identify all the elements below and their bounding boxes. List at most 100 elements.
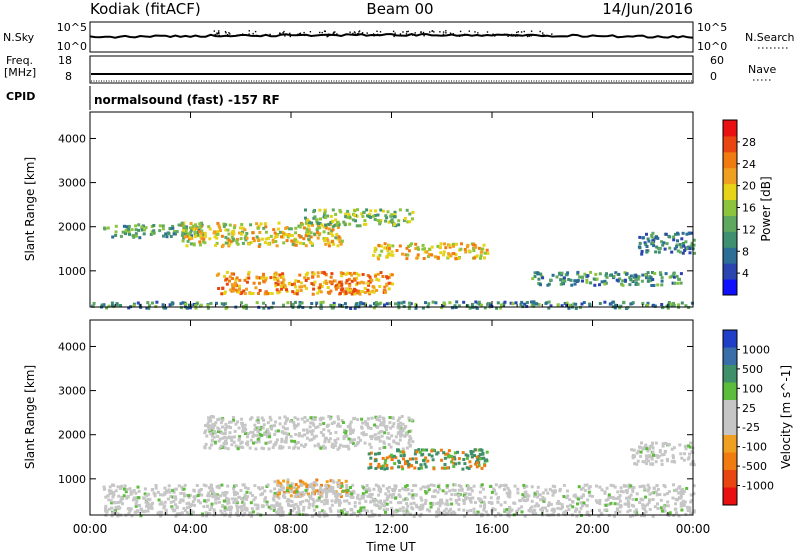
echo-cell — [479, 256, 482, 260]
echo-cell — [419, 506, 423, 510]
echo-cell — [536, 485, 540, 489]
echo-cell — [112, 510, 116, 514]
echo-cell — [394, 510, 398, 514]
echo-cell — [241, 429, 245, 433]
echo-cell — [127, 511, 131, 515]
echo-cell — [685, 247, 689, 251]
echo-cell — [216, 232, 220, 236]
echo-cell — [604, 503, 608, 507]
echo-cell — [363, 223, 367, 226]
echo-cell — [180, 221, 184, 225]
echo-cell — [366, 281, 370, 285]
echo-cell — [258, 289, 262, 292]
echo-cell — [409, 437, 413, 440]
echo-cell — [598, 283, 601, 287]
echo-cell — [299, 495, 303, 499]
echo-cell — [329, 488, 333, 492]
echo-cell — [621, 490, 625, 494]
echo-cell — [644, 243, 648, 247]
echo-cell — [273, 424, 277, 428]
echo-cell — [155, 300, 159, 304]
echo-cell — [235, 492, 239, 495]
echo-cell — [206, 494, 210, 498]
echo-cell — [376, 219, 380, 223]
echo-cell — [535, 502, 539, 506]
echo-cell — [229, 288, 233, 292]
echo-cell — [420, 466, 424, 470]
echo-cell — [660, 279, 664, 283]
echo-cell — [401, 427, 405, 431]
echo-cell — [165, 490, 168, 494]
echo-cell — [466, 304, 470, 308]
echo-cell — [321, 300, 325, 304]
echo-cell — [311, 274, 315, 278]
echo-cell — [411, 440, 415, 444]
echo-cell — [583, 489, 587, 492]
echo-cell — [509, 301, 513, 305]
nsearch-point — [399, 33, 402, 35]
echo-cell — [117, 494, 121, 498]
nsearch-point — [528, 35, 530, 37]
echo-cell — [470, 489, 474, 493]
echo-cell — [277, 221, 281, 225]
echo-cell — [613, 502, 617, 506]
echo-cell — [360, 417, 364, 421]
echo-cell — [403, 217, 407, 220]
echo-cell — [444, 511, 448, 515]
echo-cell — [351, 496, 355, 499]
nave-tick-top: 60 — [710, 54, 724, 67]
echo-cell — [313, 280, 317, 284]
echo-cell — [186, 506, 189, 510]
echo-cell — [383, 445, 387, 449]
echo-cell — [373, 503, 377, 507]
echo-cell — [559, 507, 563, 511]
echo-cell — [171, 507, 175, 511]
echo-cell — [431, 458, 435, 462]
echo-cell — [204, 424, 207, 427]
echo-cell — [243, 427, 246, 431]
echo-cell — [166, 497, 170, 501]
echo-cell — [609, 302, 613, 306]
echo-cell — [688, 247, 692, 251]
echo-cell — [633, 455, 637, 458]
echo-cell — [370, 416, 374, 420]
echo-cell — [396, 501, 400, 505]
echo-cell — [285, 239, 289, 243]
echo-cell — [154, 486, 158, 490]
echo-cell — [92, 301, 96, 305]
echo-cell — [505, 508, 509, 512]
echo-cell — [171, 224, 175, 228]
echo-cell — [472, 484, 476, 488]
echo-cell — [439, 501, 442, 505]
echo-cell — [134, 232, 138, 236]
echo-cell — [307, 231, 311, 235]
echo-cell — [672, 446, 676, 450]
echo-cell — [583, 272, 587, 276]
echo-cell — [424, 485, 427, 489]
echo-cell — [187, 494, 191, 498]
echo-cell — [505, 491, 509, 495]
echo-cell — [262, 272, 265, 276]
echo-cell — [457, 493, 461, 497]
echo-cell — [541, 496, 545, 499]
echo-cell — [167, 488, 171, 492]
echo-cell — [274, 420, 278, 424]
echo-cell — [491, 507, 495, 511]
echo-cell — [164, 511, 168, 514]
echo-cell — [353, 213, 357, 217]
echo-cell — [325, 514, 329, 518]
echo-cell — [307, 234, 311, 238]
echo-cell — [303, 433, 307, 437]
echo-cell — [585, 504, 589, 508]
echo-cell — [305, 227, 309, 231]
echo-cell — [400, 429, 404, 433]
echo-cell — [455, 242, 458, 246]
nsearch-point — [551, 33, 553, 35]
echo-cell — [566, 494, 570, 498]
echo-cell — [221, 425, 225, 429]
echo-cell — [447, 449, 451, 453]
echo-cell — [655, 454, 659, 458]
nsearch-point — [516, 31, 518, 34]
nave-tick-bottom: 0 — [710, 70, 717, 83]
echo-cell — [445, 486, 449, 489]
